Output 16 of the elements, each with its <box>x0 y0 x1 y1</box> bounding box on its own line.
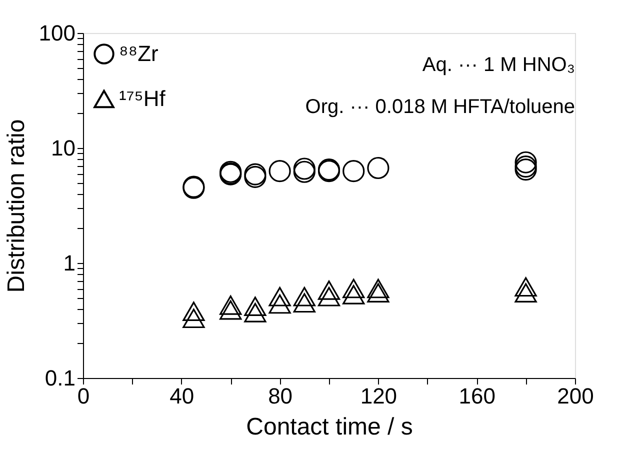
y-axis-title: Distribution ratio <box>2 119 30 293</box>
y-tick-label: 10 <box>51 136 76 160</box>
y-tick-label: 100 <box>38 20 76 46</box>
x-tick-label: 40 <box>170 384 194 408</box>
x-tick-label: 80 <box>268 384 293 408</box>
x-tick-label: 120 <box>360 384 398 408</box>
x-tick-label: 200 <box>557 384 594 408</box>
x-axis-title: Contact time / s <box>246 414 413 440</box>
x-tick-label: 0 <box>77 384 90 408</box>
annotation: Aq. ··· 1 M HNO₃ <box>422 54 575 76</box>
annotation: Org. ··· 0.018 M HFTA/toluene <box>305 96 575 118</box>
legend-label: ¹⁷⁵Hf <box>119 86 166 111</box>
y-tick-label: 1 <box>63 250 76 276</box>
y-tick-label: 0.1 <box>44 366 76 390</box>
x-tick-label: 160 <box>458 384 496 408</box>
legend-label: ⁸⁸Zr <box>119 41 158 66</box>
